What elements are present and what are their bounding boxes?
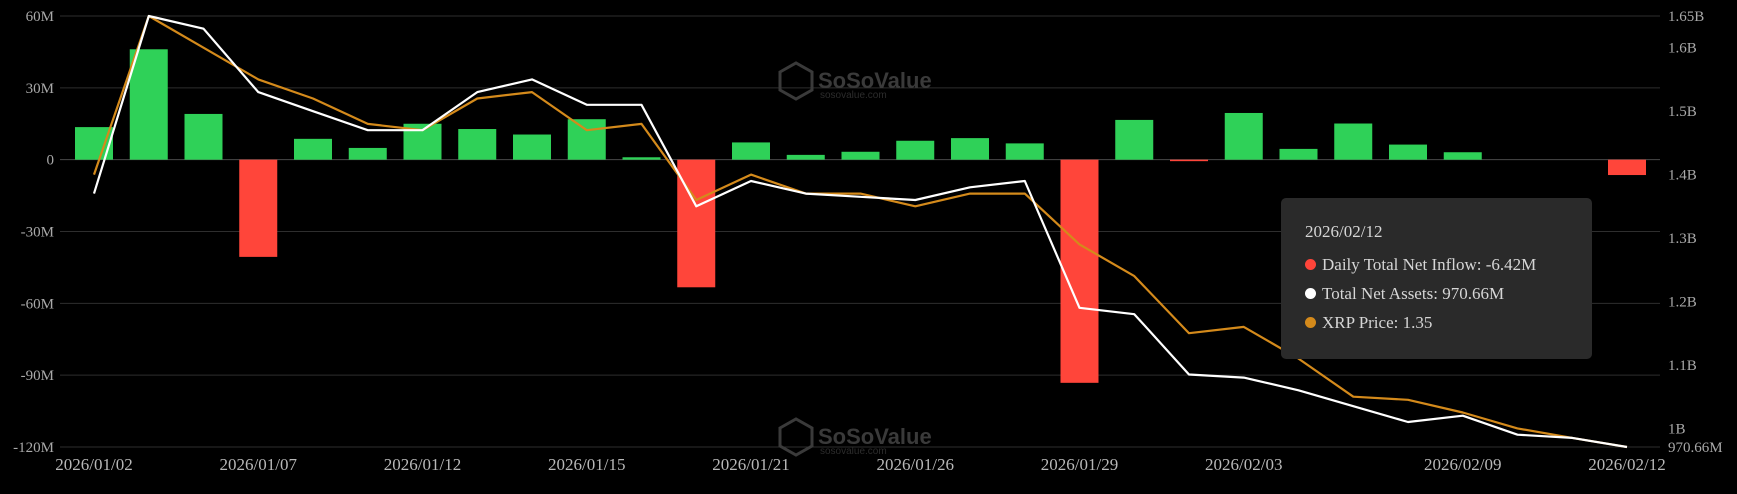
x-tick-label: 2026/01/29 [1041, 455, 1118, 474]
x-tick-label: 2026/01/26 [877, 455, 954, 474]
left-tick-label: -90M [21, 368, 54, 384]
right-tick-label: 1.5B [1668, 104, 1697, 120]
inflow-bar [1224, 112, 1263, 160]
inflow-dot-icon [1305, 259, 1316, 270]
inflow-bar [786, 154, 825, 160]
watermark-brand: SoSoValue [818, 424, 932, 449]
inflow-bar [1608, 159, 1646, 176]
logo-icon [778, 61, 814, 101]
left-tick-label: 60M [26, 9, 54, 25]
right-tick-label: 1.1B [1668, 358, 1697, 374]
inflow-bar [75, 127, 113, 160]
left-tick-label: 0 [47, 153, 55, 169]
left-tick-label: -120M [13, 440, 54, 456]
x-tick-label: 2026/01/12 [384, 455, 461, 474]
inflow-bar [677, 159, 716, 288]
inflow-bar [294, 138, 332, 160]
inflow-bar [1279, 148, 1318, 160]
right-tick-label: 1.4B [1668, 168, 1697, 184]
x-tick-label: 2026/01/02 [55, 455, 132, 474]
logo-icon [778, 417, 814, 457]
x-axis-ticks: 2026/01/02 2026/01/07 2026/01/12 2026/01/15… [55, 455, 1665, 474]
inflow-bar [951, 138, 989, 160]
right-tick-label: 1.6B [1668, 41, 1697, 57]
left-tick-label: -30M [21, 225, 54, 241]
x-tick-label: 2026/01/15 [548, 455, 625, 474]
inflow-bar [184, 113, 223, 160]
inflow-bars [75, 49, 1646, 383]
tooltip-row-inflow: Daily Total Net Inflow: -6.42M [1305, 250, 1592, 279]
inflow-bar [1443, 152, 1482, 160]
inflow-bar [1005, 143, 1044, 160]
left-tick-label: 30M [26, 81, 54, 97]
assets-dot-icon [1305, 288, 1316, 299]
tooltip-assets-label: Total Net Assets [1322, 283, 1434, 303]
tooltip-price-value: 1.35 [1402, 312, 1433, 332]
left-tick-label: -60M [21, 296, 54, 312]
net-assets-line [92, 14, 1628, 449]
inflow-bar [1115, 119, 1154, 160]
price-line [92, 14, 1628, 449]
right-tick-label: 1.3B [1668, 231, 1697, 247]
inflow-bar [622, 157, 661, 160]
inflow-bar [239, 159, 278, 257]
price-dot-icon [1305, 317, 1316, 328]
inflow-bar [513, 134, 551, 160]
inflow-bar [1060, 159, 1099, 383]
series-lines [92, 14, 1628, 449]
watermark-url: sosovalue.com [820, 446, 887, 457]
right-tick-label: 970.66M [1668, 440, 1723, 456]
tooltip-inflow-label: Daily Total Net Inflow [1322, 254, 1477, 274]
x-tick-label: 2026/02/09 [1424, 455, 1501, 474]
inflow-bar [348, 147, 387, 160]
inflow-bar [896, 140, 935, 160]
watermarks: SoSoValuesosovalue.comSoSoValuesosovalue… [778, 61, 932, 457]
right-axis-ticks: 1.65B 1.6B 1.5B 1.4B 1.3B 1.2B 1.1B 1B 970.66M [1668, 9, 1723, 456]
tooltip-assets-value: 970.66M [1442, 283, 1505, 303]
right-tick-label: 1.65B [1668, 9, 1704, 25]
inflow-bar [841, 151, 880, 160]
tooltip-row-assets: Total Net Assets: 970.66M [1305, 279, 1592, 308]
inflow-bar [732, 142, 770, 160]
x-tick-label: 2026/02/03 [1205, 455, 1282, 474]
tooltip-row-price: XRP Price: 1.35 [1305, 308, 1592, 337]
inflow-bar [129, 49, 168, 160]
x-tick-label: 2026/01/21 [712, 455, 789, 474]
tooltip-price-label: XRP Price [1322, 312, 1394, 332]
right-tick-label: 1.2B [1668, 294, 1697, 310]
inflow-bar [458, 129, 497, 160]
tooltip-date: 2026/02/12 [1305, 222, 1383, 241]
tooltip-inflow-value: -6.42M [1485, 254, 1537, 274]
inflow-bar [1389, 144, 1427, 160]
chart-tooltip: 2026/02/12 Daily Total Net Inflow: -6.42… [1281, 198, 1592, 359]
right-tick-label: 1B [1668, 421, 1686, 437]
x-tick-label: 2026/02/12 [1588, 455, 1665, 474]
watermark-brand: SoSoValue [818, 68, 932, 93]
left-axis-ticks: 60M 30M 0 -30M -60M -90M -120M [13, 9, 54, 456]
watermark-url: sosovalue.com [820, 90, 887, 101]
inflow-bar [567, 119, 606, 160]
x-tick-label: 2026/01/07 [220, 455, 298, 474]
inflow-bar [1334, 123, 1373, 160]
inflow-bar [1170, 159, 1208, 162]
